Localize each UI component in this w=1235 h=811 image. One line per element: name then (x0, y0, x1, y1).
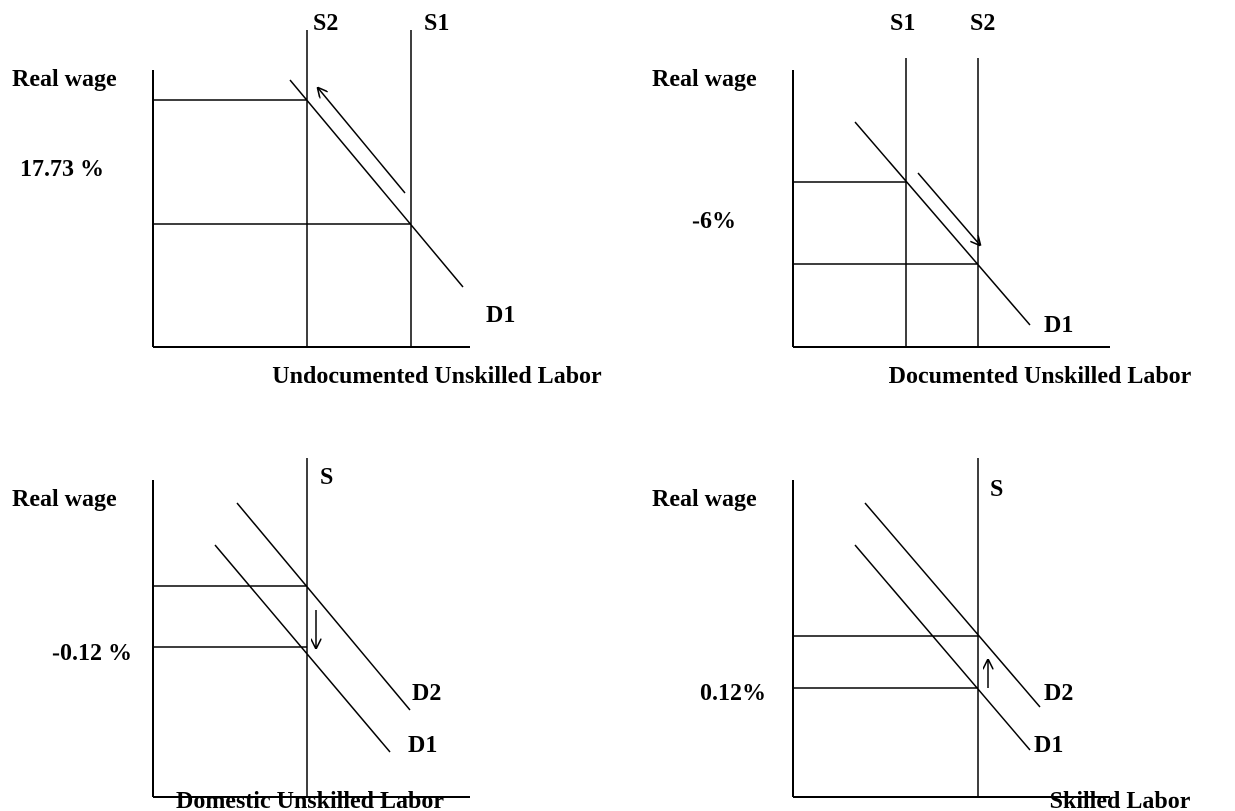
y-axis-label: Real wage (652, 66, 757, 92)
x-axis-label: Skilled Labor (1050, 788, 1191, 811)
y-axis-label: Real wage (12, 486, 117, 512)
curve-label: S1 (424, 10, 449, 36)
y-axis-label: Real wage (652, 486, 757, 512)
curve-label: S2 (313, 10, 338, 36)
x-axis-label: Undocumented Unskilled Labor (272, 363, 602, 389)
panel-domestic: S D2 D1 Real wage -0.12 % Domestic Unski… (12, 458, 470, 811)
demand-curve (864, 502, 1041, 708)
panel-skilled: S D2 D1 Real wage 0.12% Skilled Labor (652, 458, 1191, 811)
change-label: -0.12 % (52, 640, 132, 666)
change-label: -6% (692, 208, 736, 234)
curve-label: D1 (486, 302, 515, 328)
curve-label: D2 (1044, 680, 1073, 706)
curve-label: S (990, 476, 1003, 502)
change-label: 0.12% (700, 680, 766, 706)
curve-label: D1 (408, 732, 437, 758)
panel-undocumented: S2 S1 D1 Real wage 17.73 % Undocumented … (12, 10, 602, 389)
demand-curve (289, 79, 464, 288)
x-axis-label: Documented Unskilled Labor (889, 363, 1192, 389)
shift-arrow (318, 88, 406, 194)
demand-curve (236, 502, 411, 711)
x-axis-label: Domestic Unskilled Labor (176, 788, 444, 811)
change-label: 17.73 % (20, 156, 104, 182)
curve-label: D1 (1044, 312, 1073, 338)
demand-curve (854, 544, 1031, 751)
demand-curve (854, 121, 1031, 326)
curve-label: S1 (890, 10, 915, 36)
shift-arrow (917, 172, 980, 245)
panel-documented: S1 S2 D1 Real wage -6% Documented Unskil… (652, 10, 1192, 389)
curve-label: D2 (412, 680, 441, 706)
curve-label: S2 (970, 10, 995, 36)
y-axis-label: Real wage (12, 66, 117, 92)
curve-label: S (320, 464, 333, 490)
curve-label: D1 (1034, 732, 1063, 758)
demand-curve (214, 544, 391, 753)
